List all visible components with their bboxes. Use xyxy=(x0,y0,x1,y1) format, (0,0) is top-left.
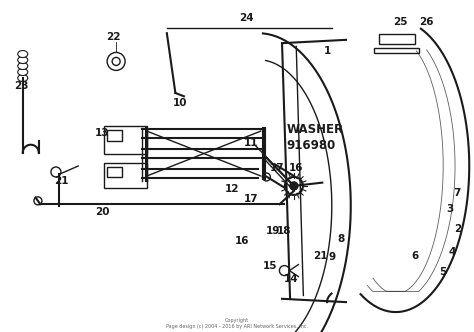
Circle shape xyxy=(279,266,290,276)
Text: 11: 11 xyxy=(244,138,258,148)
Text: 23: 23 xyxy=(14,81,28,91)
Text: 8: 8 xyxy=(337,234,345,244)
Circle shape xyxy=(290,182,298,190)
Text: 21: 21 xyxy=(55,176,69,186)
Ellipse shape xyxy=(18,62,28,69)
Text: 20: 20 xyxy=(95,208,109,217)
Circle shape xyxy=(263,173,270,181)
Bar xyxy=(374,48,419,53)
Bar xyxy=(104,163,147,188)
Text: 17: 17 xyxy=(270,163,284,173)
Text: 3: 3 xyxy=(447,204,454,214)
Ellipse shape xyxy=(18,74,28,82)
Text: 15: 15 xyxy=(263,261,277,271)
Text: 2: 2 xyxy=(454,224,461,234)
Circle shape xyxy=(51,167,61,177)
Ellipse shape xyxy=(18,68,28,75)
Text: 18: 18 xyxy=(277,226,292,236)
Text: 16: 16 xyxy=(235,236,249,246)
Text: 25: 25 xyxy=(393,17,408,27)
Text: 19: 19 xyxy=(265,226,280,236)
Text: 7: 7 xyxy=(454,188,461,198)
Bar xyxy=(107,167,122,177)
Text: 17: 17 xyxy=(244,194,258,204)
Text: 14: 14 xyxy=(284,274,299,284)
Bar xyxy=(379,34,415,44)
Text: 26: 26 xyxy=(419,17,434,27)
Text: 5: 5 xyxy=(439,267,447,277)
Bar xyxy=(107,130,122,141)
Text: 13: 13 xyxy=(95,128,109,138)
Circle shape xyxy=(285,177,303,195)
Circle shape xyxy=(112,57,120,65)
Text: 1: 1 xyxy=(323,46,331,56)
Circle shape xyxy=(34,197,42,205)
Text: Copyright
Page design (c) 2004 - 2016 by ARI Network Services, Inc.: Copyright Page design (c) 2004 - 2016 by… xyxy=(166,318,308,329)
Text: 4: 4 xyxy=(449,247,456,257)
Text: 9: 9 xyxy=(328,252,336,262)
Text: 21: 21 xyxy=(313,251,327,261)
Circle shape xyxy=(107,52,125,70)
Text: 12: 12 xyxy=(225,184,239,194)
Text: WASHER
916980: WASHER 916980 xyxy=(287,123,344,152)
Text: 22: 22 xyxy=(107,32,121,42)
Text: 10: 10 xyxy=(173,98,187,108)
Ellipse shape xyxy=(18,56,28,63)
Text: 24: 24 xyxy=(239,13,254,23)
Ellipse shape xyxy=(18,50,28,57)
Text: 16: 16 xyxy=(289,163,303,173)
Text: 6: 6 xyxy=(411,251,419,261)
Bar xyxy=(104,126,147,154)
